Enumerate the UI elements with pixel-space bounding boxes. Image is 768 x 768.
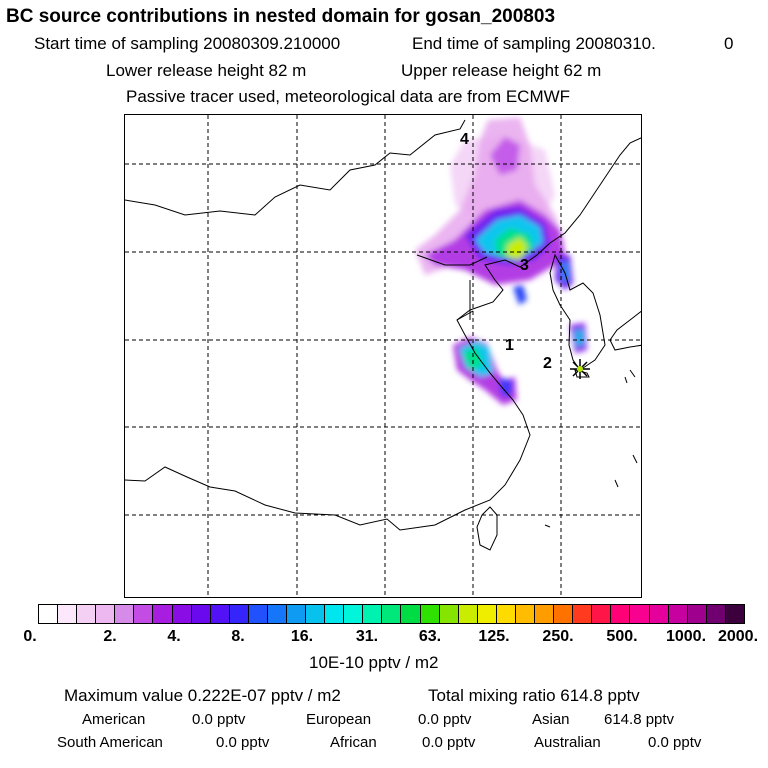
colorbar-cell — [382, 605, 402, 623]
colorbar-cell — [191, 605, 211, 623]
colorbar-cell — [363, 605, 383, 623]
colorbar-tick-label: 250. — [542, 628, 574, 645]
region-value-australian: 0.0 pptv — [648, 734, 702, 751]
colorbar-tick-label: 125. — [478, 628, 510, 645]
colorbar-cell — [248, 605, 268, 623]
colorbar-cell — [77, 605, 97, 623]
colorbar-ticks: 0. 2. 4. 8. 16. 31. 63. 125. 250. 500. 1000. 2000. — [0, 628, 768, 650]
colorbar-tick-label: 500. — [606, 628, 638, 645]
plot-title: BC source contributions in nested domain… — [6, 6, 556, 27]
end-time-suffix: 0 — [724, 34, 734, 53]
star-icon — [570, 359, 590, 379]
colorbar-cell — [496, 605, 516, 623]
region-name-asian: Asian — [532, 711, 570, 728]
map-panel: 4 3 1 2 — [124, 114, 642, 598]
end-time: End time of sampling 20080310. — [412, 34, 656, 53]
colorbar-cell — [134, 605, 154, 623]
colorbar-cell — [706, 605, 726, 623]
colorbar-cell — [401, 605, 421, 623]
start-time: Start time of sampling 20080309.210000 — [34, 34, 341, 53]
region-name-african: African — [330, 734, 377, 751]
colorbar-cell — [267, 605, 288, 623]
site-label-3: 3 — [520, 257, 529, 274]
colorbar-cell — [58, 605, 78, 623]
colorbar-cell — [649, 605, 669, 623]
colorbar-tick-label: 2. — [103, 628, 117, 645]
site-label-4: 4 — [460, 131, 469, 148]
colorbar-tick-label: 0. — [23, 628, 37, 645]
colorbar-cell — [630, 605, 650, 623]
upper-release-height: Upper release height 62 m — [401, 61, 602, 80]
region-name-australian: Australian — [534, 734, 601, 751]
region-value-american: 0.0 pptv — [192, 711, 246, 728]
colorbar-cell — [344, 605, 364, 623]
colorbar-tick-label: 31. — [355, 628, 379, 645]
colorbar-tick-label: 4. — [167, 628, 181, 645]
colorbar-cell — [39, 605, 59, 623]
colorbar-cell — [287, 605, 307, 623]
colorbar-cell — [725, 605, 744, 623]
colorbar-cell — [96, 605, 116, 623]
colorbar-cell — [554, 605, 574, 623]
colorbar-cell — [668, 605, 688, 623]
colorbar-cell — [573, 605, 593, 623]
lower-release-height: Lower release height 82 m — [106, 61, 307, 80]
colorbar-units: 10E-10 pptv / m2 — [309, 653, 439, 672]
colorbar-cell — [306, 605, 326, 623]
colorbar-cell — [458, 605, 478, 623]
colorbar-tick-label: 2000. — [717, 628, 759, 645]
colorbar-cell — [325, 605, 345, 623]
colorbar-cell — [477, 605, 497, 623]
colorbar-cell — [229, 605, 249, 623]
total-mixing-ratio: Total mixing ratio 614.8 pptv — [428, 686, 640, 705]
region-value-asian: 614.8 pptv — [604, 711, 675, 728]
colorbar-tick-label: 1000. — [665, 628, 707, 645]
colorbar-cell — [439, 605, 459, 623]
colorbar-cell — [611, 605, 631, 623]
colorbar-cell — [535, 605, 555, 623]
region-name-european: European — [306, 711, 372, 728]
region-name-american: American — [82, 711, 146, 728]
colorbar-cell — [420, 605, 440, 623]
colorbar-cell — [172, 605, 192, 623]
region-value-african: 0.0 pptv — [422, 734, 476, 751]
colorbar-cell — [210, 605, 230, 623]
colorbar-cell — [115, 605, 135, 623]
colorbar — [38, 604, 745, 624]
site-label-1: 1 — [505, 337, 514, 354]
colorbar-tick-label: 8. — [231, 628, 245, 645]
region-name-south-american: South American — [57, 734, 163, 751]
concentration-field — [415, 117, 587, 405]
coastlines — [125, 119, 641, 551]
colorbar-cell — [153, 605, 173, 623]
colorbar-cell — [592, 605, 612, 623]
lat-lon-grid — [125, 115, 641, 597]
region-value-south-american: 0.0 pptv — [216, 734, 270, 751]
maximum-value: Maximum value 0.222E-07 pptv / m2 — [64, 686, 341, 705]
map-canvas — [125, 115, 641, 597]
site-label-2: 2 — [543, 355, 552, 372]
tracer-note: Passive tracer used, meteorological data… — [126, 87, 571, 106]
colorbar-cell — [687, 605, 707, 623]
colorbar-tick-label: 63. — [418, 628, 442, 645]
colorbar-cell — [515, 605, 536, 623]
region-value-european: 0.0 pptv — [418, 711, 472, 728]
colorbar-tick-label: 16. — [290, 628, 314, 645]
